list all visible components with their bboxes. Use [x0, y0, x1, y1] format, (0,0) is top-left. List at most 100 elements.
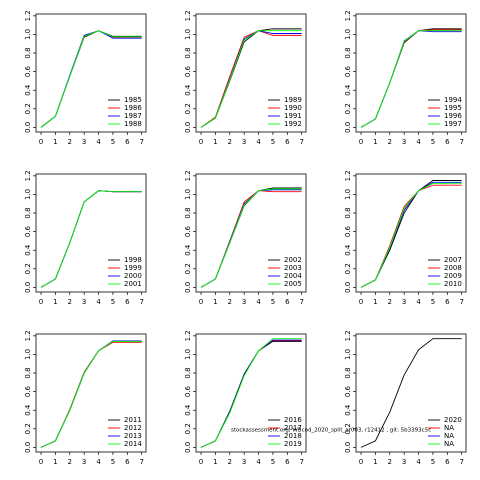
- legend-label: 1999: [124, 264, 142, 272]
- y-tick-label: 0.4: [184, 84, 192, 96]
- y-tick-label: 0.2: [24, 423, 32, 434]
- x-tick-label: 6: [285, 458, 290, 466]
- y-tick-label: 0.0: [344, 282, 352, 293]
- x-tick-label: 5: [271, 138, 275, 146]
- x-tick-label: 2: [68, 458, 72, 466]
- x-tick-label: 3: [402, 298, 406, 306]
- y-tick-label: 0.0: [184, 282, 192, 293]
- x-tick-label: 5: [111, 138, 115, 146]
- plot-frame: [35, 173, 147, 293]
- legend-label: 2014: [124, 440, 142, 448]
- y-tick-label: 0.0: [344, 122, 352, 133]
- y-tick-label: 0.4: [24, 244, 32, 256]
- x-tick-label: 7: [139, 298, 143, 306]
- y-tick-label: 0.6: [24, 65, 32, 77]
- x-tick-label: 4: [256, 458, 261, 466]
- y-tick-label: 0.2: [344, 263, 352, 274]
- y-tick-label: 1.0: [344, 29, 352, 40]
- y-tick-label: 0.6: [184, 65, 192, 77]
- y-tick-label: 1.2: [344, 10, 352, 21]
- y-tick-label: 0.4: [24, 84, 32, 96]
- legend-label: 1992: [284, 120, 302, 128]
- x-tick-label: 7: [299, 458, 303, 466]
- y-tick-label: 1.2: [24, 170, 32, 181]
- legend-label: NA: [444, 432, 454, 440]
- y-tick-label: 0.4: [344, 244, 352, 256]
- y-tick-label: 0.2: [344, 103, 352, 114]
- x-tick-label: 6: [125, 138, 130, 146]
- y-tick-label: 0.4: [344, 404, 352, 416]
- y-tick-label: 1.0: [344, 189, 352, 200]
- series-line: [360, 182, 462, 288]
- x-tick-label: 6: [445, 138, 450, 146]
- x-tick-label: 7: [459, 138, 463, 146]
- x-tick-label: 5: [271, 458, 275, 466]
- y-tick-label: 1.0: [24, 349, 32, 360]
- y-tick-label: 0.0: [24, 442, 32, 453]
- legend-label: 2001: [124, 280, 142, 288]
- x-tick-label: 2: [68, 138, 72, 146]
- legend-label: NA: [444, 424, 454, 432]
- y-tick-label: 0.0: [344, 442, 352, 453]
- legend-label: 2005: [284, 280, 302, 288]
- x-tick-label: 6: [125, 298, 130, 306]
- y-tick-label: 1.2: [184, 10, 192, 21]
- y-tick-label: 0.6: [24, 225, 32, 237]
- x-tick-label: 0: [199, 298, 203, 306]
- x-tick-label: 0: [359, 138, 363, 146]
- y-tick-label: 1.0: [184, 29, 192, 40]
- legend-label: 1998: [124, 256, 142, 264]
- x-tick-label: 4: [416, 458, 421, 466]
- x-tick-label: 0: [39, 458, 43, 466]
- x-tick-label: 5: [271, 298, 275, 306]
- legend-label: 1994: [444, 96, 462, 104]
- x-tick-label: 3: [242, 138, 246, 146]
- plot-frame: [355, 13, 467, 133]
- y-tick-label: 1.0: [184, 349, 192, 360]
- x-tick-label: 1: [213, 298, 217, 306]
- plot-frame: [35, 333, 147, 453]
- y-tick-label: 0.2: [184, 423, 192, 434]
- x-tick-label: 1: [53, 138, 57, 146]
- y-tick-label: 0.8: [344, 47, 352, 58]
- series-line: [40, 30, 142, 128]
- x-tick-label: 6: [125, 458, 130, 466]
- legend-label: 2004: [284, 272, 302, 280]
- y-tick-label: 0.2: [184, 103, 192, 114]
- x-tick-label: 4: [256, 298, 261, 306]
- x-tick-label: 4: [96, 298, 101, 306]
- x-tick-label: 3: [242, 458, 246, 466]
- x-tick-label: 1: [213, 138, 217, 146]
- x-tick-label: 0: [359, 298, 363, 306]
- legend-label: 2008: [444, 264, 462, 272]
- y-tick-label: 0.6: [24, 385, 32, 397]
- x-tick-label: 3: [82, 298, 86, 306]
- legend-label: 2017: [284, 424, 302, 432]
- y-tick-label: 1.0: [344, 349, 352, 360]
- x-tick-label: 2: [228, 458, 232, 466]
- annotation: stockassessment.org, WBcod_2020_split_ar…: [231, 428, 431, 434]
- y-tick-label: 1.0: [24, 189, 32, 200]
- legend-label: 2010: [444, 280, 462, 288]
- y-tick-label: 0.8: [24, 207, 32, 218]
- x-tick-label: 7: [299, 298, 303, 306]
- legend-label: 2009: [444, 272, 462, 280]
- legend-label: 1985: [124, 96, 142, 104]
- legend-label: 2003: [284, 264, 302, 272]
- legend-label: 1991: [284, 112, 302, 120]
- plot-frame: [195, 173, 307, 293]
- x-tick-label: 2: [388, 138, 392, 146]
- legend-label: 1987: [124, 112, 142, 120]
- legend-label: 1988: [124, 120, 142, 128]
- y-tick-label: 0.4: [184, 404, 192, 416]
- plot-frame: [355, 333, 467, 453]
- legend-label: 2016: [284, 416, 302, 424]
- y-tick-label: 1.2: [184, 170, 192, 181]
- x-tick-label: 7: [459, 458, 463, 466]
- series-line: [200, 188, 302, 288]
- y-tick-label: 0.8: [184, 47, 192, 58]
- x-tick-label: 7: [299, 138, 303, 146]
- x-tick-label: 6: [285, 298, 290, 306]
- y-tick-label: 0.0: [184, 122, 192, 133]
